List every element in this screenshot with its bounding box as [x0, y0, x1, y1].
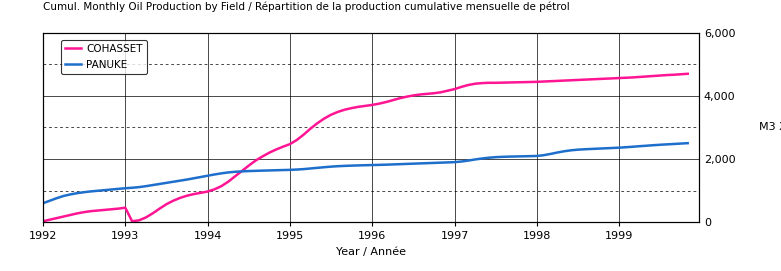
X-axis label: Year / Année: Year / Année	[336, 247, 406, 257]
Y-axis label: M3 X 1000: M3 X 1000	[758, 122, 781, 132]
Text: Cumul. Monthly Oil Production by Field / Répartition de la production cumulative: Cumul. Monthly Oil Production by Field /…	[43, 1, 569, 12]
Legend: COHASSET, PANUKE: COHASSET, PANUKE	[61, 40, 147, 74]
